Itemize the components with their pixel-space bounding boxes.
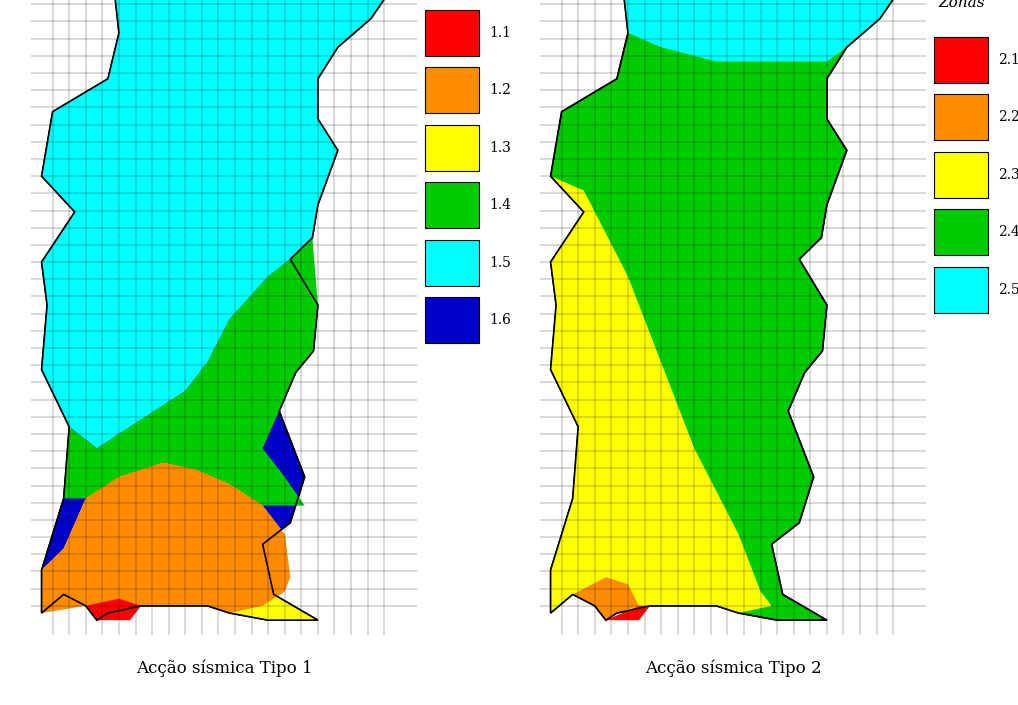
- Text: 1.5: 1.5: [489, 256, 511, 270]
- Polygon shape: [606, 606, 651, 620]
- Text: 2.4: 2.4: [998, 225, 1018, 239]
- FancyBboxPatch shape: [935, 209, 988, 255]
- Text: 1.1: 1.1: [489, 26, 511, 40]
- FancyBboxPatch shape: [426, 183, 479, 228]
- FancyBboxPatch shape: [935, 94, 988, 140]
- Text: Acção sísmica Tipo 1: Acção sísmica Tipo 1: [135, 659, 313, 677]
- Text: Acção sísmica Tipo 2: Acção sísmica Tipo 2: [644, 659, 822, 677]
- Polygon shape: [42, 0, 406, 620]
- Text: Zonas: Zonas: [938, 0, 984, 10]
- Text: 1.2: 1.2: [489, 83, 511, 97]
- FancyBboxPatch shape: [935, 266, 988, 312]
- Text: 2.1: 2.1: [998, 53, 1018, 67]
- Polygon shape: [551, 577, 639, 620]
- FancyBboxPatch shape: [426, 68, 479, 114]
- Text: 1.3: 1.3: [489, 141, 511, 155]
- Polygon shape: [42, 0, 406, 448]
- Text: 1.6: 1.6: [489, 313, 511, 327]
- Polygon shape: [86, 599, 142, 620]
- Text: 1.4: 1.4: [489, 198, 511, 212]
- Text: 2.2: 2.2: [998, 110, 1018, 124]
- FancyBboxPatch shape: [426, 125, 479, 171]
- Polygon shape: [42, 462, 290, 620]
- FancyBboxPatch shape: [426, 10, 479, 56]
- Polygon shape: [551, 176, 772, 620]
- FancyBboxPatch shape: [426, 240, 479, 286]
- Text: 2.5: 2.5: [998, 283, 1018, 297]
- Polygon shape: [64, 238, 318, 505]
- Polygon shape: [42, 462, 318, 620]
- Polygon shape: [551, 0, 915, 620]
- Text: 2.3: 2.3: [998, 168, 1018, 182]
- FancyBboxPatch shape: [935, 152, 988, 197]
- FancyBboxPatch shape: [935, 37, 988, 82]
- FancyBboxPatch shape: [426, 298, 479, 343]
- Polygon shape: [551, 0, 915, 61]
